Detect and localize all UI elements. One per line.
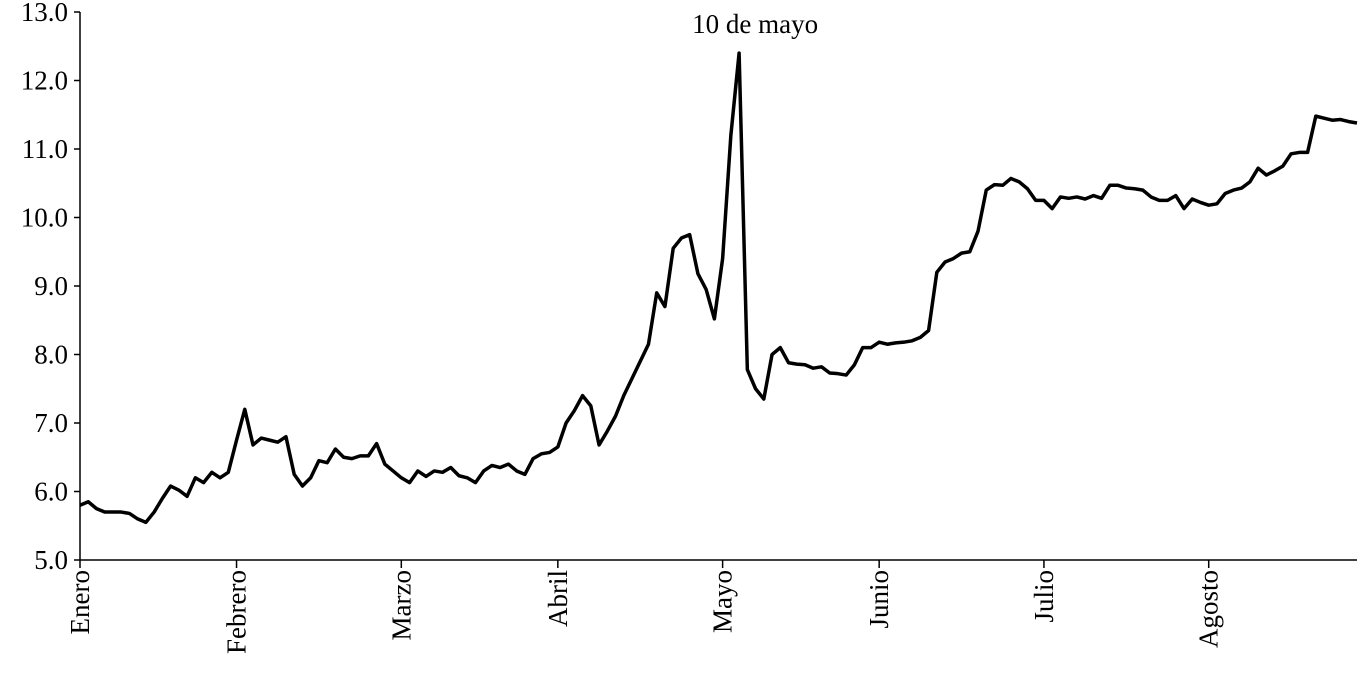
y-tick-label: 8.0	[34, 340, 68, 370]
y-tick-label: 13.0	[21, 0, 68, 27]
x-tick-label: Junio	[864, 570, 894, 629]
x-tick-label: Febrero	[222, 570, 252, 654]
x-tick-label: Agosto	[1194, 570, 1224, 648]
y-tick-label: 11.0	[22, 134, 68, 164]
x-tick-label: Enero	[65, 570, 95, 634]
x-tick-label: Marzo	[386, 570, 416, 640]
y-tick-label: 10.0	[21, 203, 68, 233]
y-tick-label: 5.0	[34, 545, 68, 575]
y-tick-label: 9.0	[34, 271, 68, 301]
x-tick-label: Mayo	[708, 570, 738, 633]
y-tick-label: 12.0	[21, 66, 68, 96]
line	[79, 51, 1358, 525]
x-tick-label: Abril	[543, 570, 573, 627]
x-tick-label: Julio	[1029, 570, 1059, 623]
y-tick-label: 7.0	[34, 408, 68, 438]
annotation: 10 de mayo	[692, 9, 818, 39]
y-tick-label: 6.0	[34, 477, 68, 507]
